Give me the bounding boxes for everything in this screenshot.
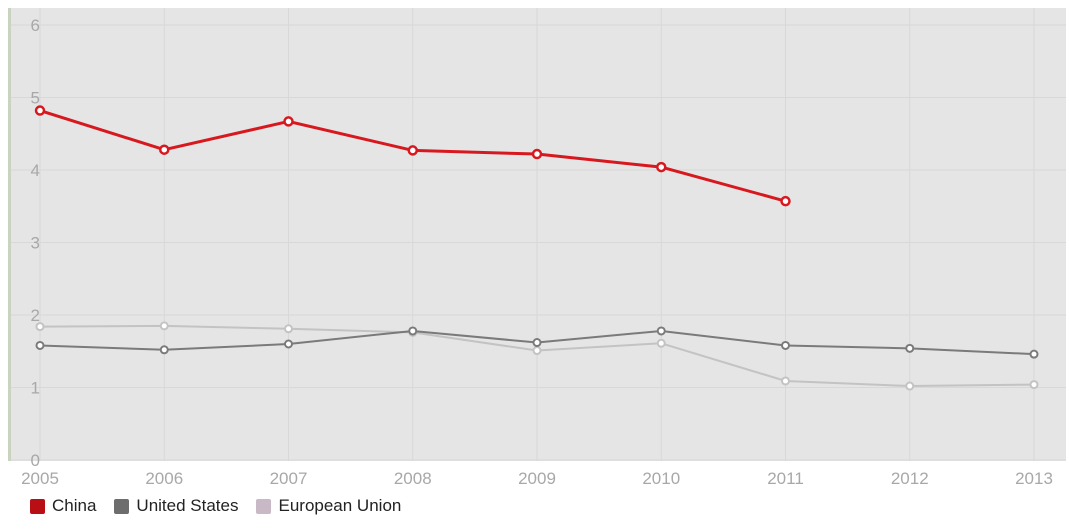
data-point-united-states-2012[interactable] — [905, 343, 915, 353]
y-tick-label: 1 — [31, 379, 40, 398]
x-tick-label: 2011 — [767, 469, 804, 488]
x-tick-label: 2010 — [642, 469, 680, 488]
x-tick-label: 2009 — [518, 469, 556, 488]
y-axis-ticks: 0 1 2 3 4 5 6 — [31, 16, 40, 470]
data-point-united-states-2013[interactable] — [1029, 349, 1039, 359]
data-point-united-states-2009[interactable] — [532, 338, 542, 348]
data-point-european-union-2005[interactable] — [35, 322, 45, 332]
data-point-china-2005[interactable] — [34, 105, 46, 116]
y-tick-label: 3 — [31, 234, 40, 253]
data-point-european-union-2012[interactable] — [905, 381, 915, 391]
legend: China United States European Union — [30, 496, 401, 516]
series-china — [34, 105, 791, 207]
legend-item-china[interactable]: China — [30, 496, 96, 516]
data-point-european-union-2013[interactable] — [1029, 380, 1039, 390]
legend-label-european-union: European Union — [278, 496, 402, 515]
legend-label-united-states: United States — [136, 496, 239, 515]
legend-item-united-states[interactable]: United States — [114, 496, 238, 516]
data-point-european-union-2007[interactable] — [284, 324, 293, 334]
y-tick-label: 2 — [31, 306, 40, 325]
data-point-china-2011[interactable] — [780, 195, 791, 207]
x-tick-label: 2008 — [394, 469, 432, 488]
data-point-european-union-2009[interactable] — [532, 346, 542, 356]
legend-swatch-united-states — [114, 498, 130, 514]
data-point-united-states-2005[interactable] — [35, 340, 45, 350]
y-tick-label: 4 — [31, 161, 40, 180]
data-point-china-2006[interactable] — [159, 144, 170, 155]
data-point-united-states-2007[interactable] — [284, 339, 293, 349]
x-axis-ticks: 2005 2006 2007 2008 2009 2010 2011 2012 2013 — [21, 469, 1053, 488]
series — [34, 105, 1039, 391]
legend-swatch-china — [30, 498, 45, 514]
data-point-united-states-2008[interactable] — [408, 326, 418, 336]
legend-swatch-european-union — [256, 498, 272, 514]
data-point-china-2007[interactable] — [283, 116, 294, 127]
y-tick-label: 0 — [31, 451, 40, 470]
data-point-united-states-2010[interactable] — [656, 326, 666, 336]
x-tick-label: 2005 — [21, 469, 59, 488]
grid — [9, 8, 1066, 461]
data-point-european-union-2006[interactable] — [159, 321, 169, 331]
data-point-china-2010[interactable] — [656, 161, 667, 173]
series-united-states — [35, 326, 1039, 359]
y-tick-label: 6 — [31, 16, 40, 35]
legend-item-european-union[interactable]: European Union — [256, 496, 401, 516]
data-point-european-union-2010[interactable] — [656, 338, 666, 348]
legend-label-china: China — [52, 496, 97, 515]
data-point-china-2008[interactable] — [407, 145, 418, 156]
x-tick-label: 2013 — [1015, 469, 1053, 488]
x-tick-label: 2012 — [891, 469, 929, 488]
data-point-united-states-2006[interactable] — [159, 345, 169, 355]
data-point-china-2009[interactable] — [531, 148, 543, 160]
x-tick-label: 2007 — [270, 469, 308, 488]
data-point-european-union-2011[interactable] — [781, 376, 790, 386]
x-tick-label: 2006 — [145, 469, 183, 488]
data-point-united-states-2011[interactable] — [781, 340, 790, 350]
y-tick-label: 5 — [31, 89, 40, 108]
